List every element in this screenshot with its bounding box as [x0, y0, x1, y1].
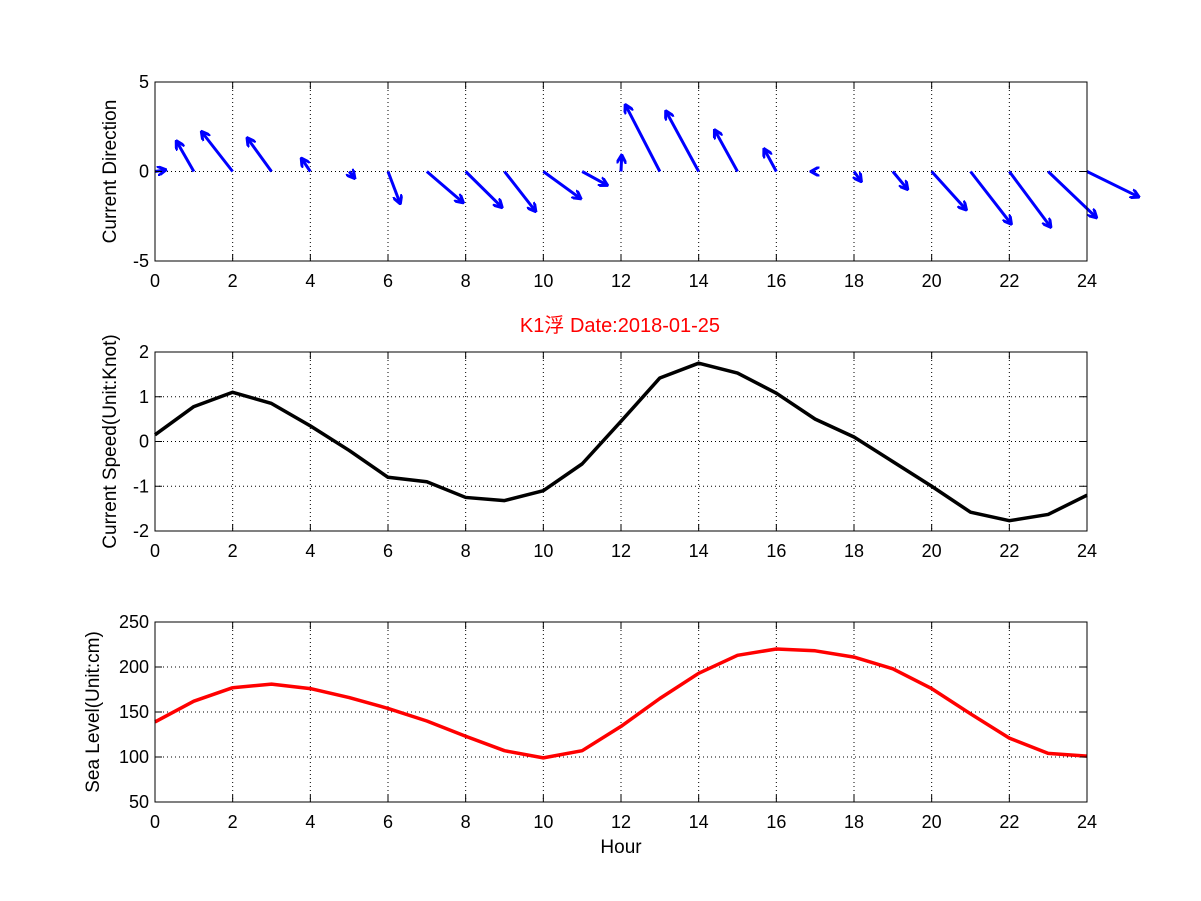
x-tick-label: 10 — [533, 541, 553, 561]
direction-arrow — [302, 159, 312, 173]
direction-arrow — [202, 132, 234, 173]
y-tick-label: 50 — [129, 792, 149, 812]
y-tick-label: -2 — [133, 521, 149, 541]
y-tick-label: -5 — [133, 251, 149, 271]
direction-arrow — [349, 172, 354, 178]
direction-arrow — [581, 170, 607, 185]
x-tick-label: 20 — [922, 812, 942, 832]
y-tick-label: 200 — [119, 657, 149, 677]
direction-arrow — [1008, 170, 1050, 227]
direction-arrow — [891, 170, 907, 189]
direction-arrow — [464, 170, 502, 207]
x-tick-label: 12 — [611, 812, 631, 832]
x-tick-label: 24 — [1077, 271, 1097, 291]
x-tick-label: 20 — [922, 541, 942, 561]
x-tick-label: 4 — [305, 271, 315, 291]
x-tick-label: 2 — [228, 271, 238, 291]
x-tick-label: 8 — [461, 271, 471, 291]
direction-arrow — [626, 105, 662, 173]
x-tick-label: 16 — [766, 812, 786, 832]
direction-arrow — [621, 156, 622, 172]
direction-arrow — [248, 138, 273, 173]
x-tick-label: 12 — [611, 541, 631, 561]
y-tick-label: 1 — [139, 387, 149, 407]
x-tick-label: 10 — [533, 812, 553, 832]
x-tick-label: 4 — [305, 812, 315, 832]
y-tick-label: 2 — [139, 342, 149, 362]
x-tick-label: 2 — [228, 812, 238, 832]
x-tick-label: 8 — [461, 541, 471, 561]
y-tick-label: -1 — [133, 476, 149, 496]
x-axis-label: Hour — [600, 837, 642, 858]
x-tick-label: 10 — [533, 271, 553, 291]
direction-arrow — [503, 170, 536, 211]
x-tick-label: 6 — [383, 541, 393, 561]
x-tick-label: 24 — [1077, 812, 1097, 832]
direction-arrow — [969, 170, 1011, 224]
y-tick-label: 5 — [139, 72, 149, 92]
x-tick-label: 22 — [999, 541, 1019, 561]
direction-arrow — [386, 170, 400, 204]
direction-arrow — [1086, 170, 1138, 197]
direction-arrow — [854, 170, 861, 181]
x-tick-label: 16 — [766, 541, 786, 561]
x-tick-label: 14 — [689, 271, 709, 291]
x-tick-label: 18 — [844, 271, 864, 291]
x-tick-label: 4 — [305, 541, 315, 561]
x-tick-label: 20 — [922, 271, 942, 291]
y-tick-label: 250 — [119, 612, 149, 632]
x-tick-label: 24 — [1077, 541, 1097, 561]
direction-arrow — [764, 149, 778, 173]
direction-arrow — [425, 170, 463, 203]
x-tick-label: 22 — [999, 271, 1019, 291]
direction-arrow — [715, 131, 739, 173]
direction-arrow — [177, 142, 196, 173]
x-tick-label: 16 — [766, 271, 786, 291]
x-tick-label: 14 — [689, 541, 709, 561]
x-tick-label: 0 — [150, 812, 160, 832]
sea-level-line — [154, 647, 1088, 760]
x-tick-label: 14 — [689, 812, 709, 832]
direction-arrow — [542, 170, 580, 199]
direction-arrow — [666, 112, 700, 173]
y-tick-label: 100 — [119, 747, 149, 767]
x-tick-label: 0 — [150, 271, 160, 291]
y-tick-label: 0 — [139, 432, 149, 452]
direction-arrow — [930, 170, 966, 210]
x-tick-label: 6 — [383, 812, 393, 832]
direction-ylabel: Current Direction — [100, 100, 121, 244]
x-tick-label: 18 — [844, 541, 864, 561]
sea-level-ylabel: Sea Level(Unit:cm) — [83, 631, 104, 793]
speed-ylabel: Current Speed(Unit:Knot) — [100, 334, 121, 548]
chart-title: K1浮 Date:2018-01-25 — [520, 314, 720, 337]
y-tick-label: 0 — [139, 162, 149, 182]
x-tick-label: 2 — [228, 541, 238, 561]
x-tick-label: 22 — [999, 812, 1019, 832]
x-tick-label: 0 — [150, 541, 160, 561]
x-tick-label: 18 — [844, 812, 864, 832]
y-tick-label: 150 — [119, 702, 149, 722]
x-tick-label: 8 — [461, 812, 471, 832]
x-tick-label: 12 — [611, 271, 631, 291]
x-tick-label: 6 — [383, 271, 393, 291]
direction-arrow — [1047, 170, 1096, 218]
speed-line — [153, 361, 1088, 523]
